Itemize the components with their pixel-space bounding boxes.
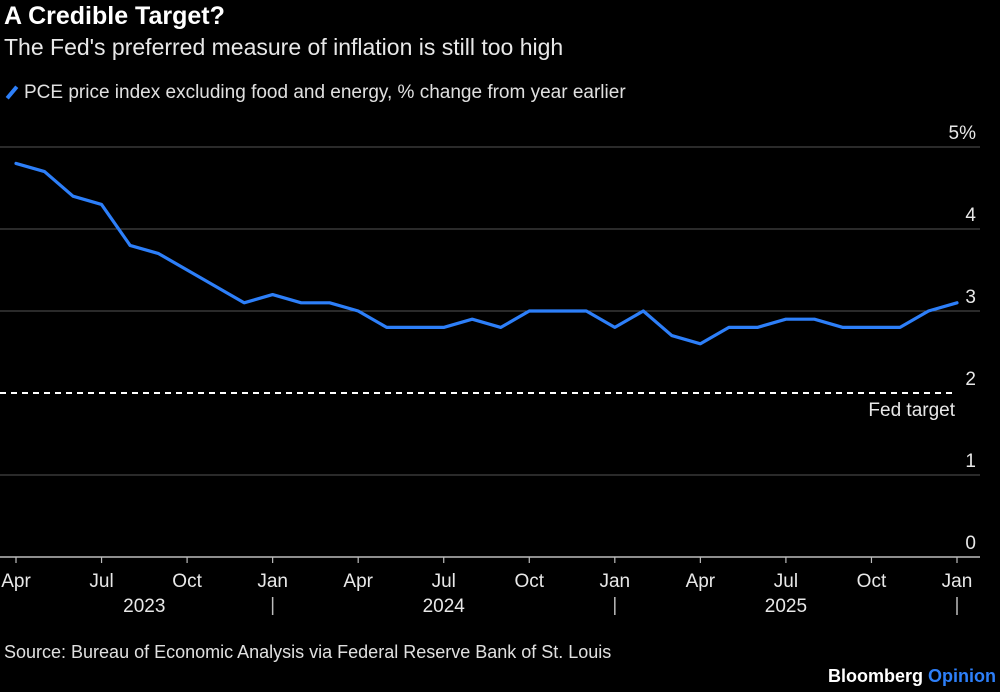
y-tick-label-3: 3 bbox=[965, 287, 976, 308]
year-label-2023: 2023 bbox=[123, 596, 165, 617]
y-tick-label-4: 4 bbox=[965, 205, 976, 226]
x-tick-label-oct: Oct bbox=[514, 571, 544, 592]
x-axis: Apr Jul Oct Jan Apr Jul Oct Jan Apr Jul Oct Jan 2023… bbox=[1, 557, 972, 617]
year-label-2024: 2024 bbox=[423, 596, 466, 617]
pce-line bbox=[14, 161, 959, 346]
brand-accent: Opinion bbox=[928, 666, 996, 686]
x-tick-label-apr: Apr bbox=[1, 571, 31, 592]
brand-logo: Bloomberg Opinion bbox=[828, 666, 996, 687]
x-tick-label-jul: Jul bbox=[774, 571, 798, 592]
x-tick-label-jul: Jul bbox=[89, 571, 113, 592]
y-tick-label-0: 0 bbox=[965, 533, 976, 554]
chart-title: A Credible Target? bbox=[4, 2, 225, 30]
x-tick-label-oct: Oct bbox=[857, 571, 887, 592]
x-tick-label-jan: Jan bbox=[257, 571, 288, 592]
legend-label: PCE price index excluding food and energ… bbox=[24, 82, 626, 103]
fed-target-label: Fed target bbox=[868, 400, 955, 421]
x-tick-label-apr: Apr bbox=[686, 571, 716, 592]
y-tick-label-5: 5% bbox=[949, 123, 977, 144]
y-axis-ticks: 5% 4 3 2 1 0 bbox=[949, 123, 977, 554]
pce-series bbox=[14, 161, 959, 346]
source-note: Source: Bureau of Economic Analysis via … bbox=[4, 642, 612, 662]
line-chart: 5% 4 3 2 1 0 Fed target Apr Jul Oct Jan Apr Jul Oct… bbox=[0, 123, 980, 617]
y-tick-label-1: 1 bbox=[965, 451, 976, 472]
x-tick-label-jul: Jul bbox=[432, 571, 456, 592]
y-tick-label-2: 2 bbox=[965, 369, 976, 390]
year-label-2025: 2025 bbox=[765, 596, 807, 617]
chart-subtitle: The Fed's preferred measure of inflation… bbox=[4, 34, 564, 60]
gridlines bbox=[0, 146, 980, 558]
legend: PCE price index excluding food and energ… bbox=[4, 82, 626, 104]
brand-main: Bloomberg bbox=[827, 666, 923, 686]
fed-target-reference: Fed target bbox=[0, 392, 957, 421]
x-tick-label-jan: Jan bbox=[942, 571, 973, 592]
x-tick-label-oct: Oct bbox=[172, 571, 202, 592]
x-tick-label-apr: Apr bbox=[343, 571, 373, 592]
x-tick-label-jan: Jan bbox=[599, 571, 630, 592]
